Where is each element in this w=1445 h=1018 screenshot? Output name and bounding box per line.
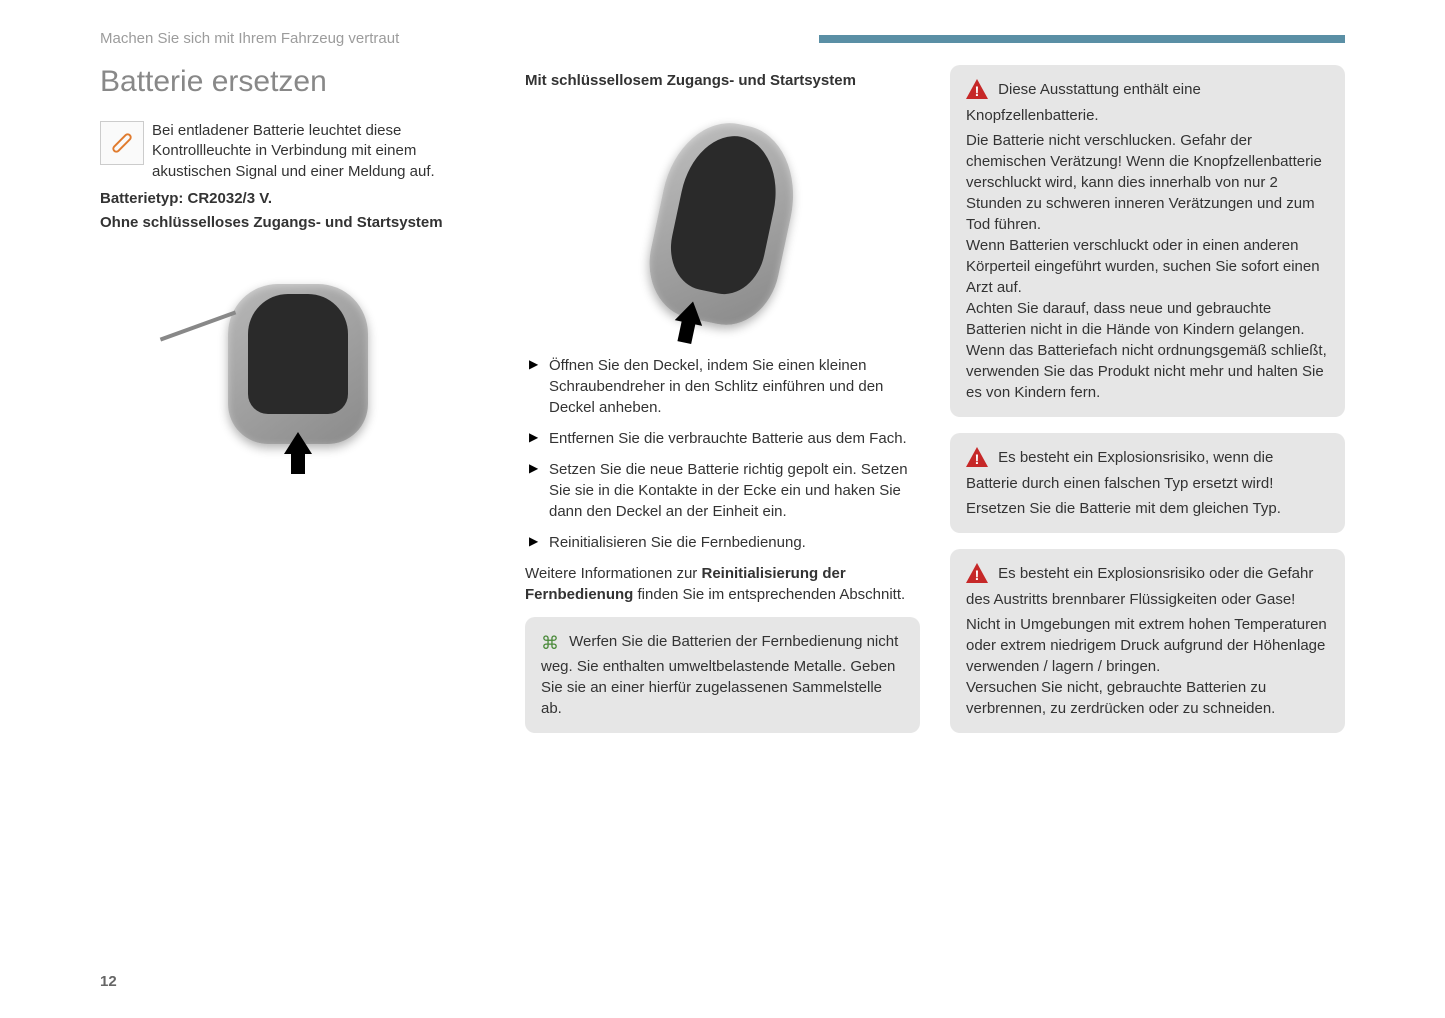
column-2: Mit schlüssellosem Zugangs- und Startsys… — [525, 65, 920, 749]
key-fob-figure-smart — [603, 103, 843, 343]
page-title: Batterie ersetzen — [100, 65, 495, 99]
manual-page: Machen Sie sich mit Ihrem Fahrzeug vertr… — [0, 0, 1445, 779]
section-heading-with-keyless: Mit schlüssellosem Zugangs- und Startsys… — [525, 71, 920, 91]
column-1: Batterie ersetzen Bei entladener Batteri… — [100, 65, 495, 749]
content-columns: Batterie ersetzen Bei entladener Batteri… — [100, 65, 1345, 749]
warning-body: Ersetzen Sie die Batterie mit dem gleich… — [966, 498, 1329, 519]
intro-text: Bei entladener Batterie leuchtet diese K… — [152, 121, 495, 182]
eco-callout-text: Werfen Sie die Batterien der Fernbedienu… — [541, 633, 898, 717]
warning-callout-swallow: Diese Ausstattung enthält eine Knopfzell… — [950, 65, 1345, 417]
warning-body: Die Batterie nicht verschlucken. Gefahr … — [966, 130, 1329, 403]
more-info-text: Weitere Informationen zur Reinitialisier… — [525, 563, 920, 605]
wrench-icon — [100, 121, 144, 165]
more-info-pre: Weitere Informationen zur — [525, 565, 701, 582]
header-accent-bar — [819, 35, 1345, 43]
warning-icon — [966, 447, 988, 473]
warning-callout-explosion-env: Es besteht ein Explosionsrisiko oder die… — [950, 549, 1345, 733]
step-item: Entfernen Sie die verbrauchte Batterie a… — [525, 428, 920, 449]
warning-callout-explosion-type: Es besteht ein Explosionsrisiko, wenn di… — [950, 433, 1345, 533]
page-header: Machen Sie sich mit Ihrem Fahrzeug vertr… — [100, 30, 1345, 47]
section-heading-without-keyless: Ohne schlüsselloses Zugangs- und Startsy… — [100, 213, 495, 233]
warning-icon — [966, 563, 988, 589]
warning-icon — [966, 79, 988, 105]
breadcrumb: Machen Sie sich mit Ihrem Fahrzeug vertr… — [100, 30, 399, 47]
instruction-steps: Öffnen Sie den Deckel, indem Sie einen k… — [525, 355, 920, 553]
step-item: Öffnen Sie den Deckel, indem Sie einen k… — [525, 355, 920, 418]
warning-lead: Es besteht ein Explosionsrisiko, wenn di… — [966, 449, 1273, 492]
battery-type-label: Batterietyp: CR2032/3 V. — [100, 190, 495, 207]
warning-lead: Es besteht ein Explosionsrisiko oder die… — [966, 565, 1313, 608]
page-number: 12 — [100, 973, 117, 990]
key-fob-figure-standard — [178, 244, 418, 484]
warning-body: Nicht in Umgebungen mit extrem hohen Tem… — [966, 614, 1329, 719]
column-3: Diese Ausstattung enthält eine Knopfzell… — [950, 65, 1345, 749]
step-item: Reinitialisieren Sie die Fernbedienung. — [525, 532, 920, 553]
step-item: Setzen Sie die neue Batterie richtig gep… — [525, 459, 920, 522]
warning-lead: Diese Ausstattung enthält eine Knopfzell… — [966, 81, 1201, 124]
intro-block: Bei entladener Batterie leuchtet diese K… — [100, 121, 495, 182]
more-info-post: finden Sie im entsprechenden Abschnitt. — [633, 586, 905, 603]
eco-callout: ⌘ Werfen Sie die Batterien der Fernbedie… — [525, 617, 920, 733]
leaf-icon: ⌘ — [541, 631, 559, 656]
